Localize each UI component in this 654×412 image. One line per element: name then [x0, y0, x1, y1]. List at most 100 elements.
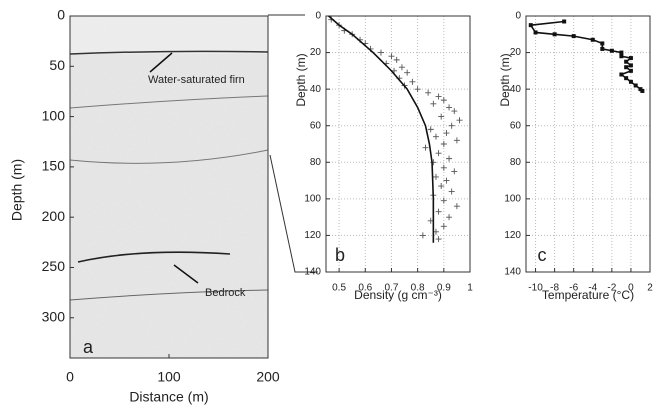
y-tick-label: 100 [504, 193, 521, 204]
y-tick-label: 120 [304, 230, 321, 241]
annotation: Water-saturated firn [148, 74, 245, 86]
annotation: Bedrock [205, 287, 246, 299]
y-tick-label: 50 [49, 57, 65, 73]
data-point [451, 168, 458, 175]
data-point [409, 78, 416, 85]
x-tick-label: 0.5 [332, 283, 346, 294]
panel-label: c [538, 245, 547, 265]
x-tick-label: 100 [157, 369, 181, 385]
y-tick-label: 60 [510, 120, 522, 131]
data-point [443, 130, 450, 137]
data-point [446, 104, 453, 111]
data-point [571, 34, 576, 39]
data-point [562, 19, 567, 24]
plot-frame [325, 15, 471, 273]
data-point [432, 173, 439, 180]
data-point [377, 49, 384, 56]
data-point [451, 108, 458, 115]
data-point [600, 41, 605, 46]
y-tick-label: 0 [315, 11, 321, 22]
y-tick-label: 20 [510, 47, 522, 58]
data-point [628, 63, 633, 68]
x-tick-label: 2 [647, 283, 653, 294]
data-point [419, 232, 426, 239]
y-tick-label: 0 [57, 7, 65, 23]
data-point [393, 56, 400, 63]
y-axis-label: Depth (m) [9, 159, 25, 221]
y-tick-label: 300 [42, 308, 66, 324]
data-point [422, 144, 429, 151]
data-point [552, 32, 557, 37]
data-point [453, 203, 460, 210]
x-tick-label: -2 [607, 283, 616, 294]
x-axis-label: Distance (m) [129, 389, 208, 405]
data-point [456, 117, 463, 124]
data-point [440, 223, 447, 230]
y-tick-label: 250 [42, 258, 66, 274]
arrow [149, 52, 173, 73]
data-point [448, 122, 455, 129]
data-point [600, 46, 605, 51]
data-point [619, 50, 624, 55]
data-point [528, 23, 533, 28]
data-point [453, 137, 460, 144]
data-point [438, 183, 445, 190]
x-axis-label: Density (g cm⁻³) [354, 288, 442, 302]
y-tick-label: 120 [504, 230, 521, 241]
y-axis-label: Depth (m) [294, 53, 308, 106]
x-tick-label: 200 [256, 369, 280, 385]
x-tick-label: -8 [550, 283, 559, 294]
data-point [435, 236, 442, 243]
data-point [446, 214, 453, 221]
x-axis-label: Temperature (°C) [542, 288, 634, 302]
x-tick-label: -10 [528, 283, 543, 294]
data-point [448, 188, 455, 195]
data-point [440, 164, 447, 171]
radargram [69, 16, 269, 358]
data-point [404, 69, 411, 76]
x-tick-label: 0.8 [411, 283, 425, 294]
data-point [435, 208, 442, 215]
x-tick-label: 0.7 [385, 283, 399, 294]
data-point [619, 72, 624, 77]
data-point [438, 113, 445, 120]
data-point [430, 100, 437, 107]
data-point [425, 89, 432, 96]
y-axis-label: Depth (m) [498, 53, 512, 106]
data-point [624, 59, 629, 64]
x-tick-label: 1 [467, 283, 473, 294]
y-tick-label: 140 [304, 267, 321, 278]
data-point [609, 48, 614, 53]
data-point [435, 93, 442, 100]
plot-frame [69, 15, 269, 359]
data-point [388, 53, 395, 60]
data-point [590, 37, 595, 42]
series-line [529, 20, 643, 92]
data-point [619, 54, 624, 59]
y-tick-label: 40 [510, 84, 522, 95]
plot-frame [525, 15, 651, 273]
data-point [628, 79, 633, 84]
x-tick-label: -4 [588, 283, 597, 294]
y-tick-label: 100 [304, 193, 321, 204]
data-point [624, 76, 629, 81]
data-point [633, 83, 638, 88]
y-tick-label: 40 [310, 84, 322, 95]
series-line [328, 15, 435, 243]
connector [268, 14, 318, 273]
data-point [398, 64, 405, 71]
data-point [440, 197, 447, 204]
data-point [624, 65, 629, 70]
x-tick-label: -6 [569, 283, 578, 294]
y-tick-label: 140 [504, 267, 521, 278]
data-point [628, 56, 633, 61]
data-point [440, 141, 447, 147]
panel-label: a [83, 337, 94, 357]
data-point [640, 88, 645, 93]
x-tick-label: 0 [66, 369, 74, 385]
data-point [446, 155, 453, 162]
x-tick-label: 0.9 [437, 283, 451, 294]
data-point [440, 97, 447, 104]
data-point [427, 126, 434, 133]
